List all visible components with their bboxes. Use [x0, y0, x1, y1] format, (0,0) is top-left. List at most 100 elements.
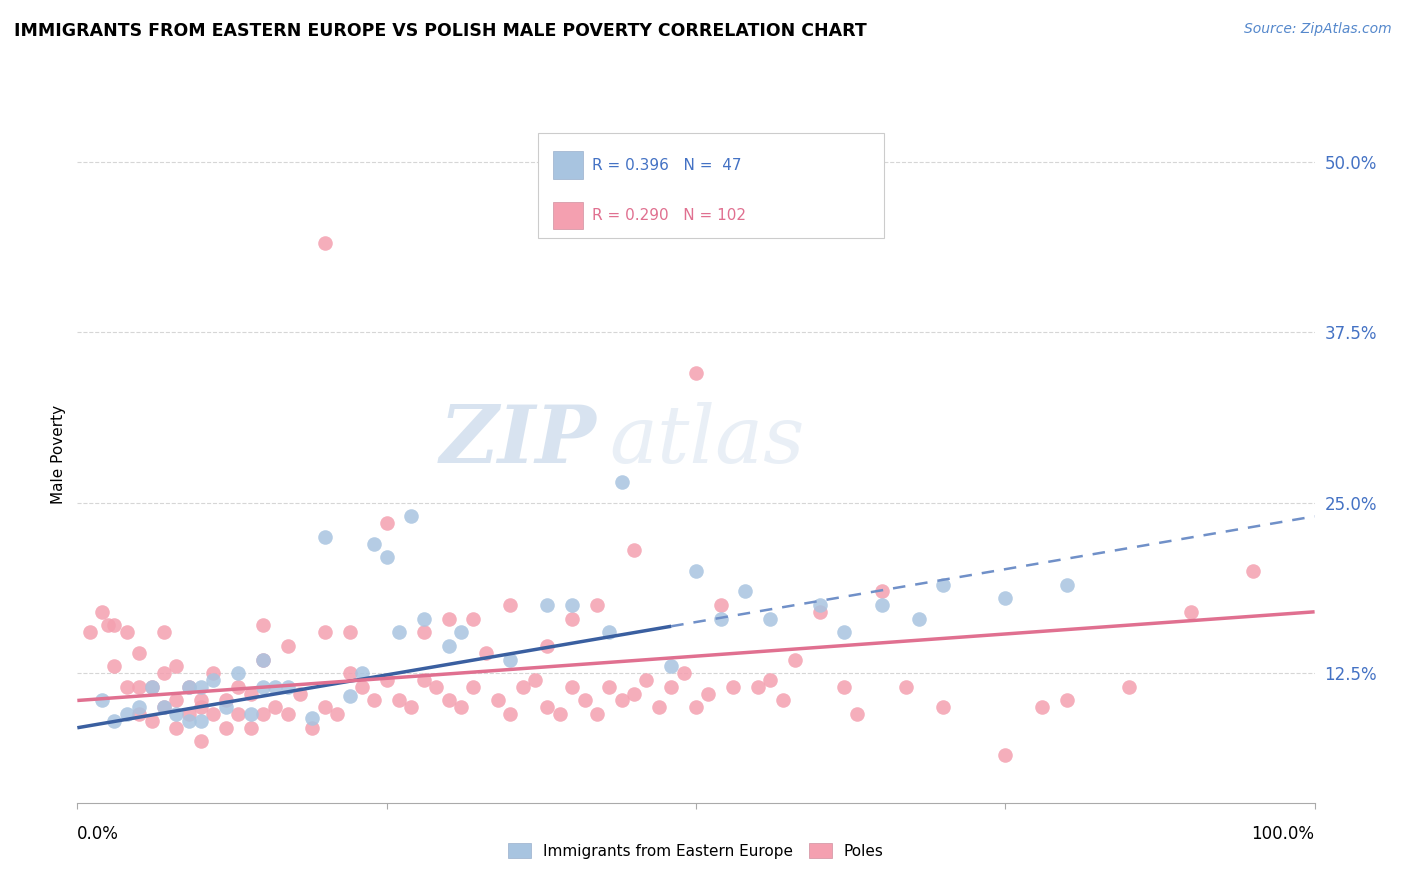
Point [561, 612, 583, 626]
Point [659, 659, 682, 673]
Point [896, 680, 918, 694]
Point [474, 646, 496, 660]
Point [586, 707, 609, 722]
Point [610, 693, 633, 707]
Point [648, 700, 671, 714]
Point [710, 598, 733, 612]
Point [190, 700, 212, 714]
Point [425, 680, 447, 694]
Point [79, 625, 101, 640]
Point [412, 625, 434, 640]
Point [1056, 577, 1078, 591]
Point [1180, 605, 1202, 619]
Point [697, 687, 720, 701]
Point [685, 564, 707, 578]
Point [598, 680, 620, 694]
Point [437, 639, 460, 653]
Point [239, 721, 262, 735]
Point [153, 700, 176, 714]
Point [834, 680, 856, 694]
Point [226, 666, 249, 681]
Point [845, 707, 868, 722]
Point [375, 550, 398, 565]
Point [450, 625, 472, 640]
Point [499, 707, 522, 722]
Point [141, 680, 163, 694]
Point [586, 598, 609, 612]
Point [165, 721, 187, 735]
Point [710, 612, 733, 626]
Point [932, 577, 955, 591]
Point [1056, 693, 1078, 707]
Point [226, 680, 249, 694]
Point [598, 625, 620, 640]
Point [685, 366, 707, 380]
Point [202, 707, 225, 722]
Point [103, 714, 125, 728]
Text: IMMIGRANTS FROM EASTERN EUROPE VS POLISH MALE POVERTY CORRELATION CHART: IMMIGRANTS FROM EASTERN EUROPE VS POLISH… [14, 22, 868, 40]
Point [177, 680, 200, 694]
Point [190, 680, 212, 694]
Point [463, 680, 485, 694]
Point [721, 680, 744, 694]
Point [412, 673, 434, 687]
Point [499, 652, 522, 666]
Point [536, 700, 558, 714]
Point [339, 666, 361, 681]
Point [190, 734, 212, 748]
Point [672, 666, 695, 681]
Legend: Immigrants from Eastern Europe, Poles: Immigrants from Eastern Europe, Poles [502, 837, 890, 864]
Point [288, 687, 311, 701]
Point [772, 693, 794, 707]
Point [685, 700, 707, 714]
Point [314, 530, 336, 544]
Point [252, 618, 274, 632]
Point [808, 605, 831, 619]
Point [783, 652, 806, 666]
Point [350, 666, 373, 681]
Point [314, 236, 336, 251]
Point [226, 707, 249, 722]
Point [636, 673, 658, 687]
Point [277, 680, 299, 694]
Point [870, 598, 893, 612]
Point [450, 700, 472, 714]
Point [165, 693, 187, 707]
Point [747, 680, 769, 694]
Point [759, 673, 782, 687]
Text: R = 0.290   N = 102: R = 0.290 N = 102 [592, 208, 747, 223]
Point [252, 680, 274, 694]
Point [115, 625, 138, 640]
Point [1118, 680, 1140, 694]
Point [91, 693, 114, 707]
Point [252, 707, 274, 722]
Point [623, 687, 645, 701]
Point [277, 639, 299, 653]
Point [339, 690, 361, 704]
Point [314, 625, 336, 640]
Point [128, 680, 150, 694]
Text: atlas: atlas [609, 402, 804, 480]
Point [548, 707, 571, 722]
Point [363, 536, 385, 550]
Point [264, 680, 287, 694]
Point [301, 711, 323, 725]
Point [91, 605, 114, 619]
Point [499, 598, 522, 612]
Point [512, 680, 534, 694]
Point [759, 612, 782, 626]
Point [870, 584, 893, 599]
Point [1031, 700, 1053, 714]
Point [128, 646, 150, 660]
Point [141, 714, 163, 728]
Text: R = 0.396   N =  47: R = 0.396 N = 47 [592, 158, 741, 173]
Point [215, 721, 238, 735]
Point [301, 721, 323, 735]
Point [437, 612, 460, 626]
Point [202, 666, 225, 681]
Point [536, 639, 558, 653]
Point [239, 707, 262, 722]
Point [252, 652, 274, 666]
Text: 0.0%: 0.0% [77, 825, 120, 843]
Point [177, 680, 200, 694]
